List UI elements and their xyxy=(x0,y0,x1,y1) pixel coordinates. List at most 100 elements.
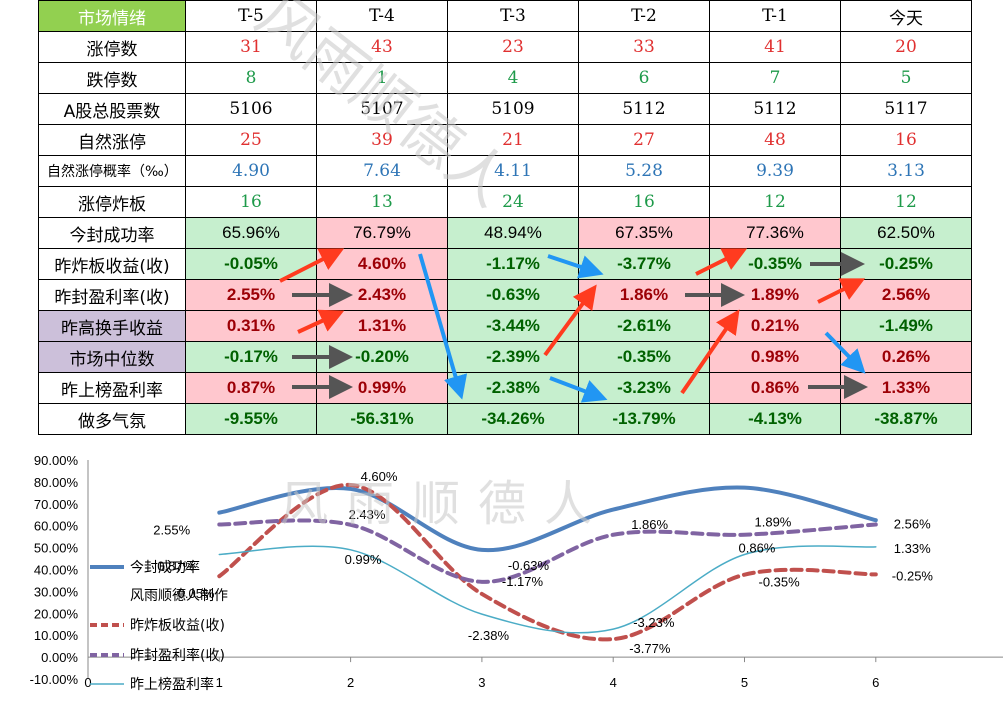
table-cell: 5107 xyxy=(316,93,448,125)
table-row: 自然涨停概率（‰） 4.90 7.64 4.11 5.28 9.39 3.13 xyxy=(38,155,972,187)
row-label: 昨上榜盈利率 xyxy=(38,372,186,404)
row-label: 涨停炸板 xyxy=(38,186,186,218)
legend-label: 昨上榜盈利率 xyxy=(130,676,214,693)
table-cell: 2.43% xyxy=(316,279,448,311)
y-tick-label: 30.00% xyxy=(34,584,79,599)
table-cell: 7 xyxy=(709,62,841,94)
data-label: -0.05% xyxy=(173,586,215,601)
table-cell: -3.77% xyxy=(578,248,710,280)
y-tick-label: 10.00% xyxy=(34,628,79,643)
table-cell: 12 xyxy=(709,186,841,218)
table-cell: -3.23% xyxy=(578,372,710,404)
data-label: -0.63% xyxy=(508,558,550,573)
table-cell: 76.79% xyxy=(316,217,448,249)
table-cell: 0.87% xyxy=(185,372,317,404)
series-line xyxy=(217,518,878,584)
data-label: -0.35% xyxy=(759,575,801,590)
table-cell: 0.21% xyxy=(709,310,841,342)
chart-series xyxy=(217,482,878,642)
data-label: 1.86% xyxy=(631,517,668,532)
table-cell: 43 xyxy=(316,31,448,63)
row-label: 自然涨停 xyxy=(38,124,186,156)
table-cell: 16 xyxy=(185,186,317,218)
data-label: 2.43% xyxy=(349,507,386,522)
row-label: 跌停数 xyxy=(38,62,186,94)
row-label: 今封成功率 xyxy=(38,217,186,249)
y-tick-label: 40.00% xyxy=(34,563,79,578)
market-sentiment-table: 市场情绪 T-5 T-4 T-3 T-2 T-1 今天 涨停数 31 43 23 33 41 20 跌停数 8… xyxy=(38,0,972,435)
table-cell: -38.87% xyxy=(840,403,972,435)
x-tick-label: 1 xyxy=(216,675,223,690)
table-cell: 21 xyxy=(447,124,579,156)
y-tick-label: 90.00% xyxy=(34,453,79,468)
data-label: 1.89% xyxy=(755,515,792,530)
y-tick-label: 0.00% xyxy=(41,650,78,665)
table-row: 涨停炸板 16 13 24 16 12 12 xyxy=(38,186,972,218)
x-tick-label: 2 xyxy=(347,675,354,690)
column-header: T-4 xyxy=(316,0,448,32)
table-cell: -0.20% xyxy=(316,341,448,373)
data-label: 0.99% xyxy=(345,552,382,567)
table-cell: 62.50% xyxy=(840,217,972,249)
series-line xyxy=(218,545,877,634)
table-cell: 31 xyxy=(185,31,317,63)
data-label: -2.38% xyxy=(468,628,510,643)
legend-label: 昨炸板收益(收) xyxy=(130,618,225,634)
row-label: 昨封盈利率(收) xyxy=(38,279,186,311)
table-cell: 20 xyxy=(840,31,972,63)
row-label: A股总股票数 xyxy=(38,93,186,125)
table-cell: -2.38% xyxy=(447,372,579,404)
table-cell: 4 xyxy=(447,62,579,94)
table-cell: 5112 xyxy=(578,93,710,125)
header-label: 市场情绪 xyxy=(38,0,186,32)
table-cell: 8 xyxy=(185,62,317,94)
data-label: 0.87% xyxy=(157,558,194,573)
table-cell: 5 xyxy=(840,62,972,94)
table-cell: -1.17% xyxy=(447,248,579,280)
legend-label: 今封成功率 xyxy=(130,559,200,576)
table-cell: 33 xyxy=(578,31,710,63)
row-label: 自然涨停概率（‰） xyxy=(38,155,186,187)
table-cell: -0.25% xyxy=(840,248,972,280)
table-cell: 9.39 xyxy=(709,155,841,187)
column-header: T-2 xyxy=(578,0,710,32)
table-cell: 12 xyxy=(840,186,972,218)
line-chart: -10.00% 0.00% 10.00% 20.00% 30.00% 40.00% 50.0… xyxy=(30,453,1003,693)
table-cell: 4.90 xyxy=(185,155,317,187)
table-cell: 25 xyxy=(185,124,317,156)
chart-axes: -10.00% 0.00% 10.00% 20.00% 30.00% 40.00% 50.0… xyxy=(30,453,1003,690)
table-cell: 5112 xyxy=(709,93,841,125)
table-cell: 0.98% xyxy=(709,341,841,373)
table-cell: 13 xyxy=(316,186,448,218)
table-cell: 1.33% xyxy=(840,372,972,404)
y-tick-label: 70.00% xyxy=(34,497,79,512)
table-cell: -0.05% xyxy=(185,248,317,280)
x-tick-label: 6 xyxy=(872,675,879,690)
x-tick-label: 5 xyxy=(741,675,748,690)
table-row: 昨上榜盈利率 0.87% 0.99% -2.38% -3.23% 0.86% 1.33% xyxy=(38,372,972,404)
data-label: 4.60% xyxy=(361,469,398,484)
table-cell: -9.55% xyxy=(185,403,317,435)
table-cell: 1.86% xyxy=(578,279,710,311)
x-tick-label: 4 xyxy=(610,675,617,690)
table-header-row: 市场情绪 T-5 T-4 T-3 T-2 T-1 今天 xyxy=(38,0,972,32)
column-header: T-3 xyxy=(447,0,579,32)
y-tick-label: 50.00% xyxy=(34,541,79,556)
table-row: 昨高换手收益 0.31% 1.31% -3.44% -2.61% 0.21% -1.49% xyxy=(38,310,972,342)
table-cell: -13.79% xyxy=(578,403,710,435)
data-label: 1.33% xyxy=(894,541,931,556)
data-label: 0.86% xyxy=(739,540,776,555)
table-cell: 4.11 xyxy=(447,155,579,187)
row-label: 做多气氛 xyxy=(38,403,186,435)
table-cell: -3.44% xyxy=(447,310,579,342)
table-cell: 1.31% xyxy=(316,310,448,342)
table-row: 跌停数 8 1 4 6 7 5 xyxy=(38,62,972,94)
data-label: 2.56% xyxy=(894,516,931,531)
column-header: T-1 xyxy=(709,0,841,32)
table-cell: 5109 xyxy=(447,93,579,125)
table-cell: 0.86% xyxy=(709,372,841,404)
table-cell: -34.26% xyxy=(447,403,579,435)
row-label: 昨炸板收益(收) xyxy=(38,248,186,280)
table-row: 涨停数 31 43 23 33 41 20 xyxy=(38,31,972,63)
table-row: A股总股票数 5106 5107 5109 5112 5112 5117 xyxy=(38,93,972,125)
